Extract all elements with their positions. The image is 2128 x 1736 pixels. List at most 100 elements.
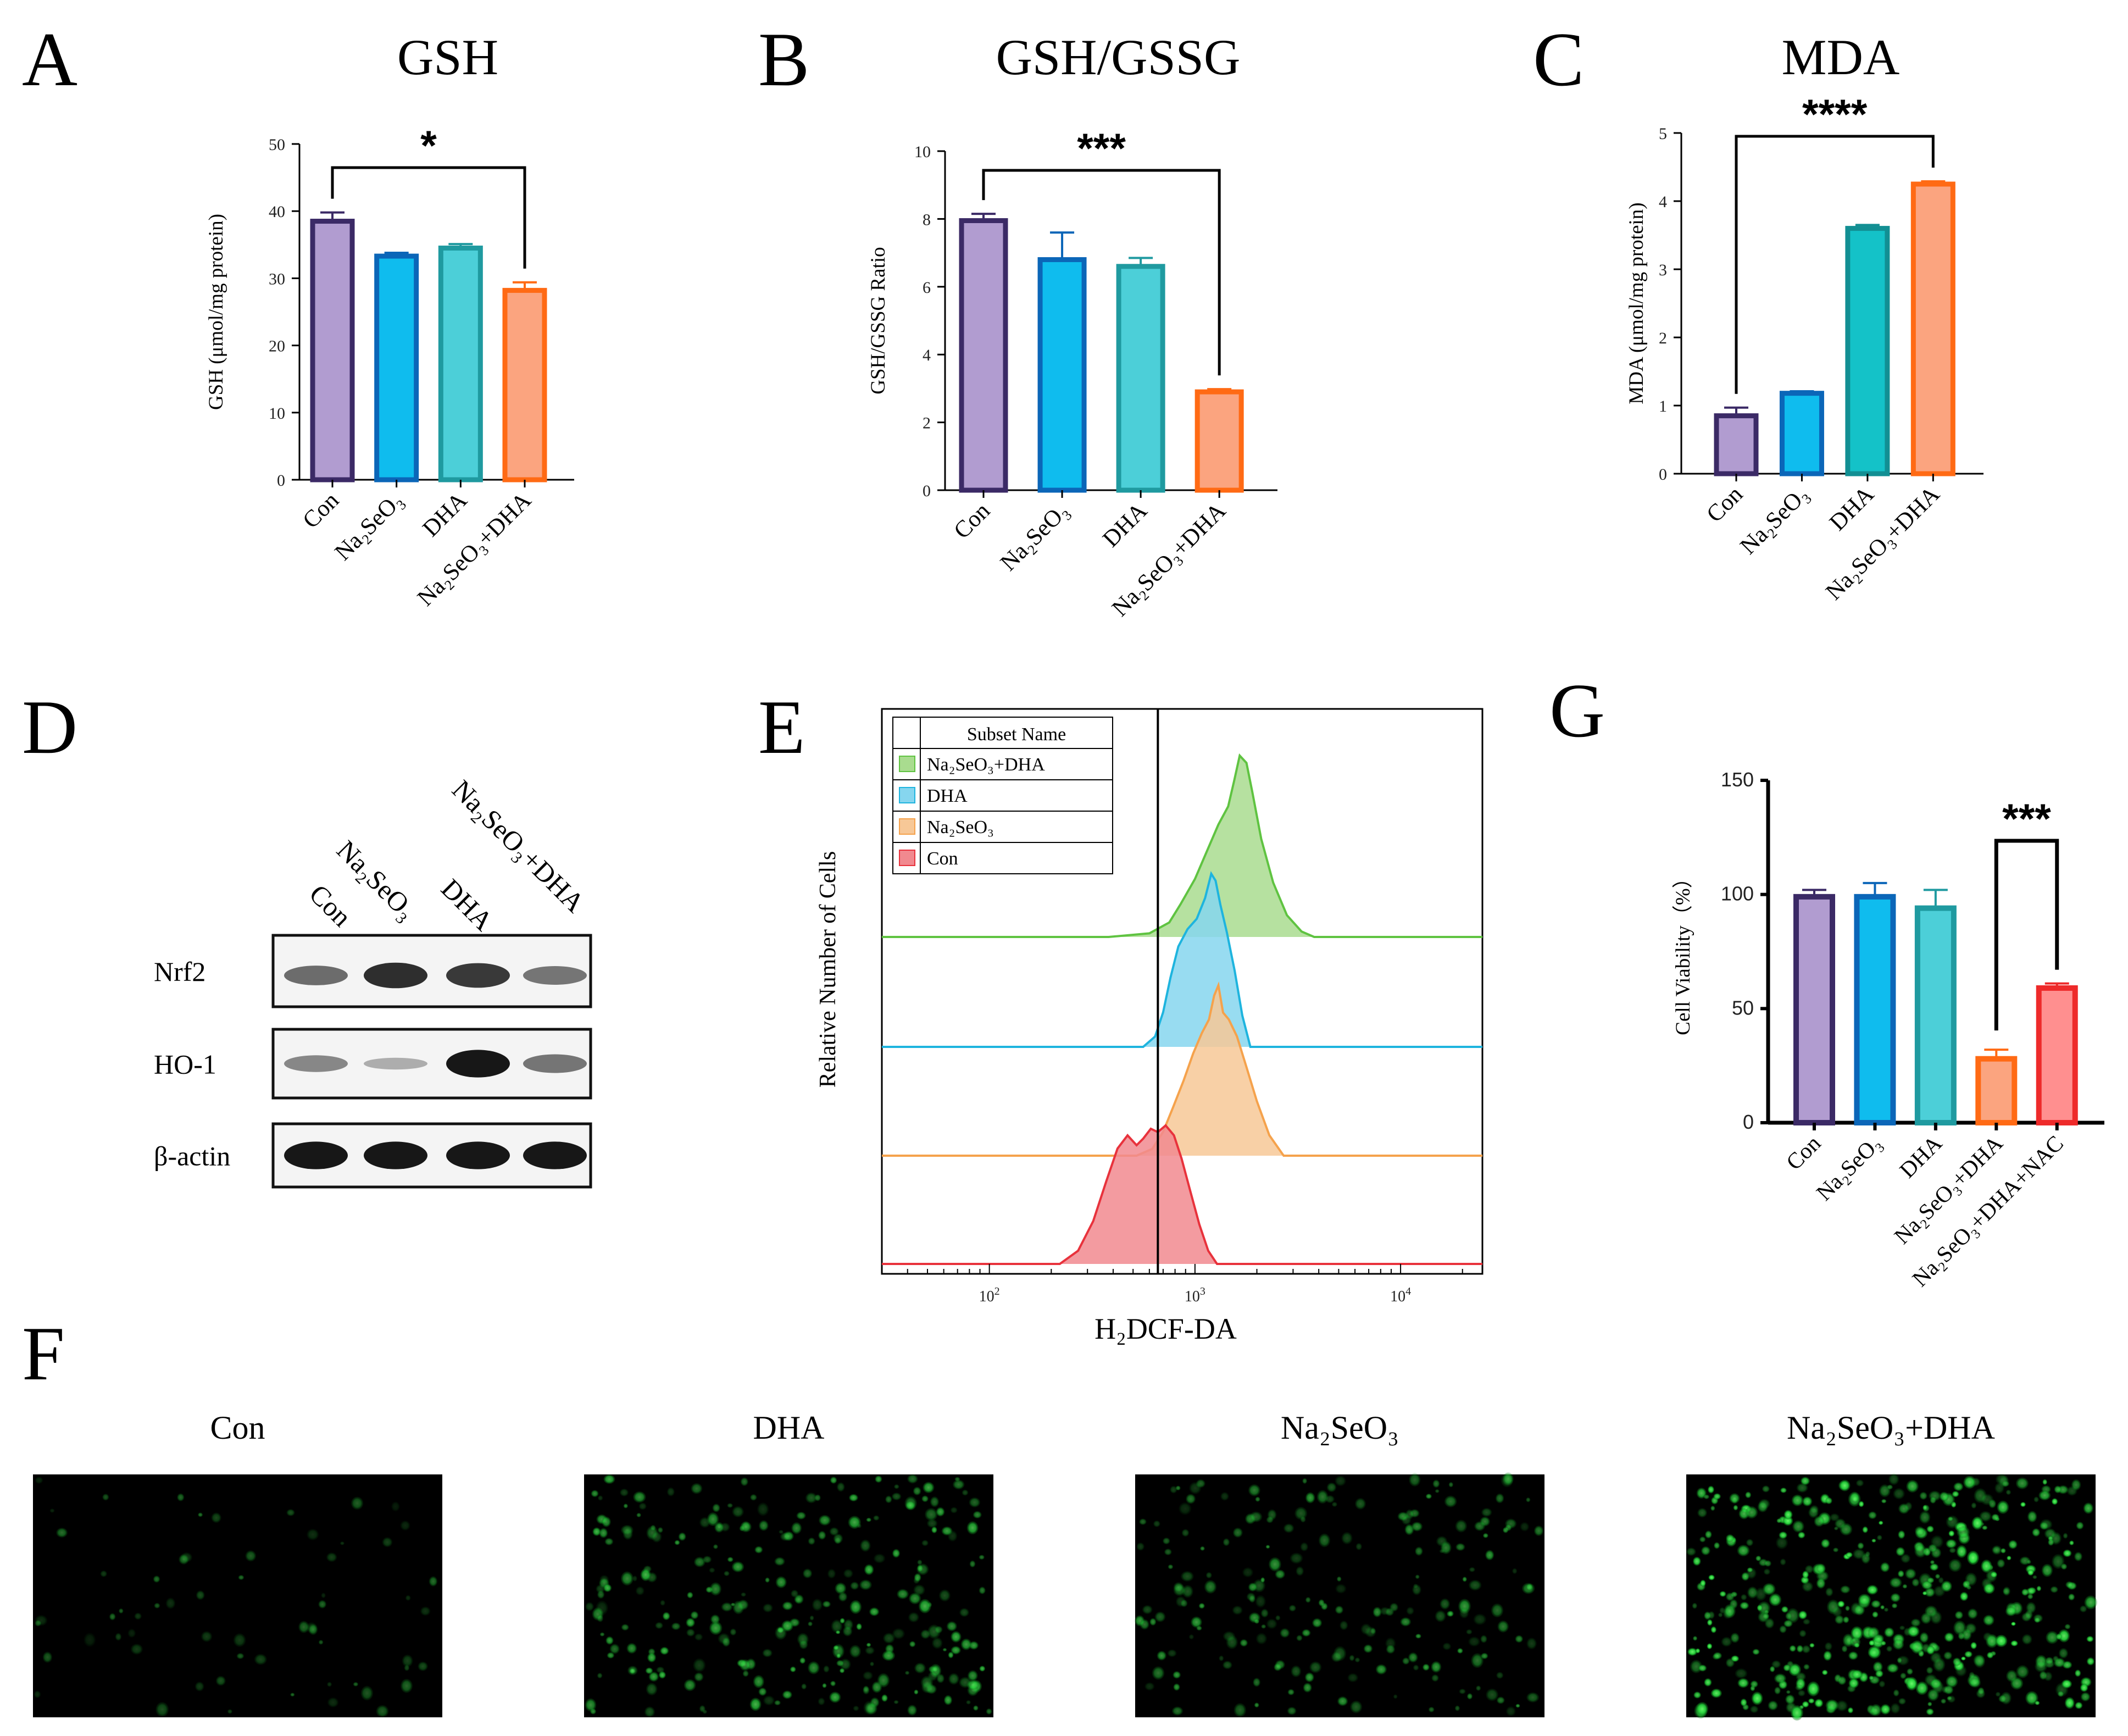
cell-dot xyxy=(1771,1660,1781,1668)
cell-dot xyxy=(1890,1577,1902,1588)
cell-dot xyxy=(2086,1635,2094,1643)
y-tick-label: 2 xyxy=(923,414,931,432)
cell-dot xyxy=(1347,1673,1359,1683)
cell-dot xyxy=(1906,1480,1919,1493)
cell-dot xyxy=(627,1666,638,1676)
cell-dot xyxy=(1149,1618,1157,1626)
cell-dot xyxy=(1857,1542,1864,1550)
cell-dot xyxy=(102,1494,109,1501)
cell-dot xyxy=(1480,1516,1491,1527)
y-tick-label: 10 xyxy=(269,404,285,423)
cell-dot xyxy=(1802,1701,1809,1708)
cell-dot xyxy=(1415,1633,1421,1639)
cell-dot xyxy=(799,1639,808,1650)
cell-dot xyxy=(1462,1577,1467,1582)
cell-dot xyxy=(1781,1606,1788,1613)
cell-dot xyxy=(2068,1593,2075,1601)
cell-dot xyxy=(1466,1693,1473,1700)
cell-dot xyxy=(823,1665,830,1673)
cell-dot xyxy=(835,1630,841,1634)
cell-dot xyxy=(1309,1661,1322,1673)
cell-dot xyxy=(774,1700,781,1706)
cell-dot xyxy=(585,1698,597,1712)
cell-dot xyxy=(607,1652,615,1659)
cell-dot xyxy=(599,1528,608,1538)
cell-dot xyxy=(1890,1703,1901,1714)
cell-dot xyxy=(2086,1657,2095,1666)
cell-dot xyxy=(657,1527,663,1533)
cell-dot xyxy=(727,1557,734,1562)
cell-dot xyxy=(1305,1492,1315,1504)
cell-dot xyxy=(2055,1633,2062,1640)
cell-dot xyxy=(1526,1583,1533,1591)
cell-dot xyxy=(2033,1496,2040,1503)
cell-dot xyxy=(1964,1651,1973,1658)
cell-dot xyxy=(605,1636,614,1645)
cell-dot xyxy=(866,1643,871,1648)
blot-lane-label: DHA xyxy=(435,873,499,936)
cell-dot xyxy=(1926,1645,1935,1655)
cell-dot xyxy=(656,1666,665,1673)
cell-dot xyxy=(819,1515,831,1526)
cell-dot xyxy=(1707,1619,1713,1626)
cell-dot xyxy=(818,1530,826,1540)
cell-dot xyxy=(1425,1493,1432,1499)
cell-dot xyxy=(585,1602,594,1611)
cell-dot xyxy=(109,1613,116,1621)
cell-dot xyxy=(1164,1548,1172,1556)
cell-dot xyxy=(1966,1585,1972,1590)
cell-dot xyxy=(877,1673,890,1688)
cell-dot xyxy=(1261,1624,1266,1629)
y-tick-label: 0 xyxy=(277,472,285,490)
cell-dot xyxy=(1751,1691,1763,1705)
cell-dot xyxy=(790,1666,796,1673)
cell-dot xyxy=(948,1673,959,1685)
cell-dot xyxy=(829,1691,841,1703)
cell-dot xyxy=(1776,1518,1782,1523)
cell-dot xyxy=(866,1517,872,1522)
cell-dot xyxy=(227,1709,232,1714)
cell-dot xyxy=(666,1487,675,1496)
cell-dot xyxy=(814,1494,821,1501)
cell-dot xyxy=(1821,1670,1828,1676)
cell-dot xyxy=(822,1683,827,1688)
cell-dot xyxy=(932,1666,938,1673)
cell-dot xyxy=(909,1641,916,1648)
cell-dot xyxy=(1204,1580,1217,1594)
cell-dot xyxy=(2016,1665,2029,1679)
category-label: Na₂SeO₃ xyxy=(330,487,408,565)
y-tick-label: 10 xyxy=(914,143,931,161)
cell-dot xyxy=(869,1661,875,1667)
cell-dot xyxy=(1926,1708,1934,1716)
cell-dot xyxy=(750,1494,757,1501)
significance-stars: * xyxy=(420,123,437,169)
cell-dot xyxy=(196,1590,205,1600)
cell-dot xyxy=(1205,1572,1212,1579)
cell-dot xyxy=(969,1497,981,1508)
cell-dot xyxy=(2010,1640,2018,1646)
panel-label-a: A xyxy=(22,17,77,102)
cell-dot xyxy=(2027,1569,2034,1576)
cell-dot xyxy=(1337,1696,1348,1706)
cell-dot xyxy=(774,1557,785,1566)
category-label: Con xyxy=(949,498,995,544)
cell-dot xyxy=(1447,1611,1454,1617)
legend-entry: Na₂SeO₃+DHA xyxy=(927,755,1045,775)
cell-dot xyxy=(1879,1680,1886,1688)
cell-dot xyxy=(2010,1622,2016,1626)
cell-dot xyxy=(1733,1505,1738,1511)
cell-dot xyxy=(836,1653,841,1659)
cell-dot xyxy=(1790,1705,1804,1721)
cell-dot xyxy=(722,1637,731,1647)
cell-dot xyxy=(1331,1501,1338,1507)
cell-dot xyxy=(1520,1522,1530,1532)
cell-dot xyxy=(1983,1583,1995,1594)
cell-dot xyxy=(1448,1482,1454,1488)
cell-dot xyxy=(1927,1577,1935,1584)
cell-dot xyxy=(1707,1485,1715,1494)
cell-dot xyxy=(962,1489,969,1496)
cell-dot xyxy=(1946,1539,1957,1549)
cell-dot xyxy=(2061,1679,2073,1689)
cell-dot xyxy=(1952,1490,1959,1497)
cell-dot xyxy=(1385,1637,1396,1650)
